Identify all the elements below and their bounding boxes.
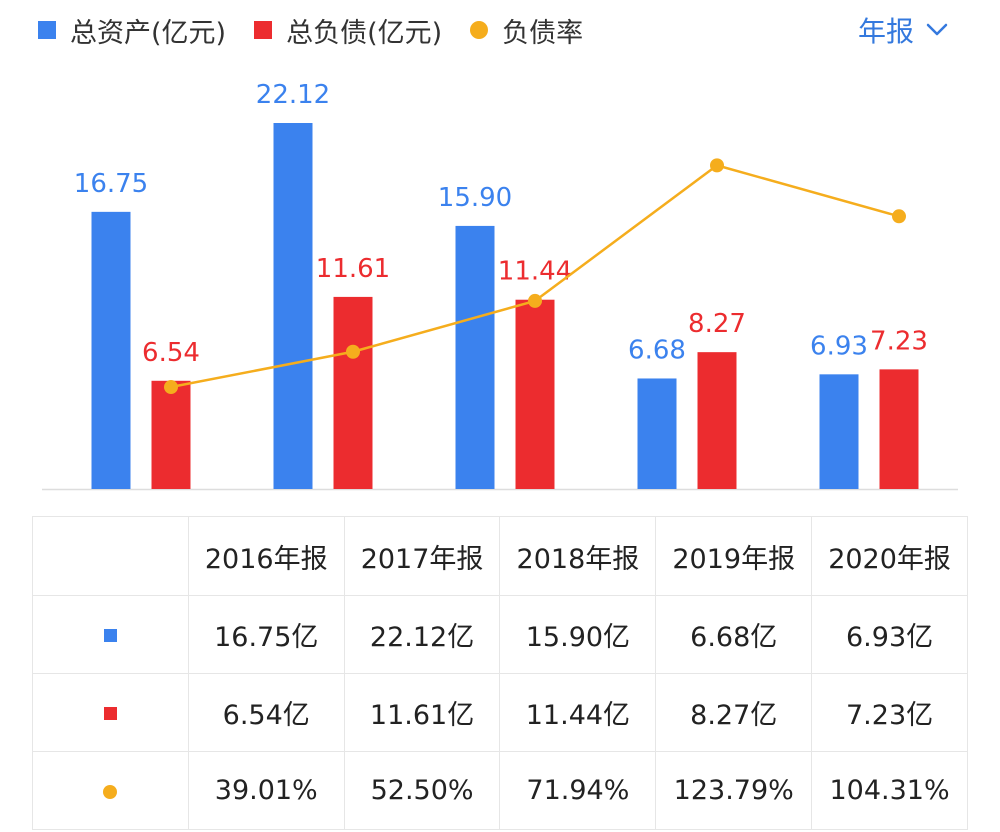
table-cell: 6.68亿 [655, 595, 813, 674]
liabilities-swatch [254, 21, 273, 39]
bar-assets [91, 211, 131, 490]
table-corner-cell [32, 516, 189, 596]
table-cell: 104.31% [811, 751, 968, 830]
ratio-swatch [470, 21, 489, 39]
legend-ratio-label: 负债率 [502, 17, 584, 49]
row-key-ratio [32, 751, 189, 830]
table-cell: 15.90亿 [499, 595, 657, 674]
legend-item-assets[interactable]: 总资产(亿元) [38, 11, 226, 50]
table-row-ratio: 39.01% 52.50% 71.94% 123.79% 104.31% [32, 751, 968, 830]
data-label-assets: 6.68 [628, 335, 686, 365]
bar-liabilities [879, 369, 919, 489]
bar-liabilities [151, 380, 191, 489]
legend-assets-label: 总资产(亿元) [70, 17, 227, 49]
table-header-cell: 2019年报 [655, 516, 813, 596]
ratio-point [346, 344, 360, 359]
table-cell: 6.93亿 [811, 595, 968, 674]
bar-liabilities [333, 296, 373, 489]
table-cell: 71.94% [499, 751, 657, 830]
bar-liabilities [515, 299, 555, 489]
legend-item-liabilities[interactable]: 总负债(亿元) [254, 11, 442, 50]
ratio-point [710, 158, 724, 173]
table-cell: 123.79% [655, 751, 813, 830]
table-row-assets: 16.75亿 22.12亿 15.90亿 6.68亿 6.93亿 [32, 595, 968, 674]
data-label-assets: 6.93 [810, 331, 868, 361]
row-key-assets [32, 595, 189, 674]
row-key-liabilities [32, 673, 189, 752]
assets-square-icon [103, 629, 117, 642]
assets-swatch [38, 21, 56, 39]
legend-item-ratio[interactable]: 负债率 [470, 11, 583, 50]
ratio-point [164, 380, 178, 395]
table-cell: 11.61亿 [343, 673, 501, 752]
liabilities-square-icon [103, 707, 117, 720]
ratio-dot-icon [103, 784, 118, 799]
data-label-assets: 15.90 [438, 183, 512, 213]
chart-legend: 总资产(亿元) 总负债(亿元) 负债率 [38, 10, 611, 50]
table-cell: 39.01% [187, 751, 345, 830]
data-label-liabilities: 7.23 [870, 326, 928, 356]
data-label-liabilities: 6.54 [142, 338, 200, 368]
ratio-point [528, 293, 542, 308]
bar-assets [819, 374, 859, 489]
table-cell: 11.44亿 [499, 673, 657, 752]
period-selector[interactable]: 年报 [858, 10, 948, 50]
data-label-assets: 16.75 [74, 169, 148, 199]
table-cell: 52.50% [343, 751, 501, 830]
data-label-assets: 22.12 [256, 80, 330, 110]
table-row-liabilities: 6.54亿 11.61亿 11.44亿 8.27亿 7.23亿 [32, 673, 968, 752]
table-cell: 16.75亿 [187, 595, 345, 674]
legend-liabilities-label: 总负债(亿元) [286, 17, 443, 49]
table-cell: 6.54亿 [187, 673, 345, 752]
bar-assets [637, 378, 677, 489]
table-header-cell: 2017年报 [343, 516, 501, 596]
data-table: 2016年报 2017年报 2018年报 2019年报 2020年报 16.75… [32, 516, 968, 830]
bar-liabilities [697, 352, 737, 489]
data-label-liabilities: 8.27 [688, 309, 746, 339]
chevron-down-icon [926, 23, 948, 36]
table-cell: 7.23亿 [811, 673, 968, 752]
table-cell: 22.12亿 [343, 595, 501, 674]
table-header-cell: 2016年报 [187, 516, 345, 596]
ratio-point [892, 209, 906, 224]
period-selector-label: 年报 [857, 15, 914, 48]
table-header-row: 2016年报 2017年报 2018年报 2019年报 2020年报 [32, 516, 968, 596]
table-header-cell: 2018年报 [499, 516, 657, 596]
bar-assets [455, 225, 495, 490]
table-cell: 8.27亿 [655, 673, 813, 752]
bar-assets [273, 123, 313, 489]
bar-line-chart: 16.756.5422.1211.6115.9011.446.688.276.9… [42, 80, 958, 491]
data-label-liabilities: 11.61 [316, 254, 390, 284]
table-header-cell: 2020年报 [811, 516, 968, 596]
